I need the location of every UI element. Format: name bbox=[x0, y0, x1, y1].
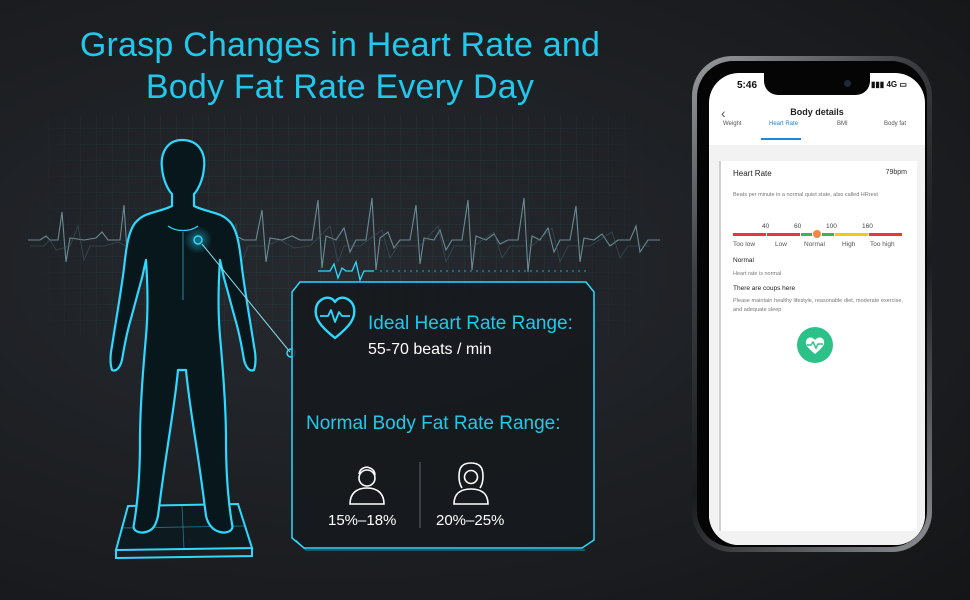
female-icon bbox=[453, 462, 489, 505]
scale-segment-high bbox=[835, 233, 868, 236]
status-time: 5:46 bbox=[737, 80, 758, 91]
heart-point bbox=[193, 235, 203, 245]
heart-rate-state: Normal bbox=[733, 257, 754, 264]
human-figure bbox=[109, 138, 257, 534]
tips-title: There are coups here bbox=[733, 285, 796, 292]
headline-line-1: Grasp Changes in Heart Rate and bbox=[79, 26, 601, 64]
heart-rate-state-description: Heart rate is normal bbox=[733, 271, 782, 277]
phone-mockup: 5:46 ▮▮▮ 4G ▭ ‹ Body details Weight Hear… bbox=[692, 56, 932, 552]
heart-pulse-icon bbox=[314, 296, 356, 340]
male-fat-range: 15%–18% bbox=[328, 512, 397, 529]
connector-line bbox=[201, 243, 291, 353]
heart-rate-range-title: Ideal Heart Rate Range: bbox=[368, 313, 573, 334]
content-area: Heart Rate 79bpm Beats per minute in a n… bbox=[709, 145, 925, 545]
scale-label: High bbox=[842, 241, 856, 248]
phone-notch bbox=[764, 73, 870, 95]
ecg-line-back bbox=[30, 221, 650, 264]
signal-icon: ▮▮▮ bbox=[871, 80, 885, 89]
scale-number: 40 bbox=[762, 223, 770, 230]
male-icon bbox=[349, 466, 385, 505]
tab-heart-rate[interactable]: Heart Rate bbox=[769, 121, 799, 127]
headline-line-2: Body Fat Rate Every Day bbox=[145, 68, 535, 106]
scale-number: 100 bbox=[826, 223, 837, 230]
heart-rate-range-value: 55-70 beats / min bbox=[368, 341, 492, 358]
scale-label: Too high bbox=[870, 241, 895, 248]
heart-rate-label: Heart Rate bbox=[733, 169, 772, 178]
heart-rate-description: Beats per minute in a normal quiet state… bbox=[733, 192, 878, 198]
tab-bmi[interactable]: BMI bbox=[837, 121, 848, 127]
back-chevron-icon[interactable]: ‹ bbox=[721, 105, 726, 121]
phone-screen: 5:46 ▮▮▮ 4G ▭ ‹ Body details Weight Hear… bbox=[709, 73, 925, 545]
headline: Grasp Changes in Heart Rate and Body Fat… bbox=[40, 24, 640, 108]
camera-icon bbox=[844, 80, 851, 87]
scale-label: Too low bbox=[733, 241, 756, 248]
heart-rate-measure-button[interactable] bbox=[797, 327, 833, 363]
scale-segment-too-low bbox=[733, 233, 766, 236]
current-value-marker bbox=[812, 229, 822, 239]
active-tab-indicator bbox=[761, 138, 801, 140]
tab-body-fat[interactable]: Body fat bbox=[884, 121, 907, 127]
screen-title: Body details bbox=[790, 107, 844, 117]
heart-rate-value: 79bpm bbox=[885, 169, 907, 176]
heart-point-glow bbox=[184, 226, 212, 254]
info-panel-frame bbox=[291, 259, 595, 551]
network-label: 4G bbox=[886, 80, 898, 89]
body-fat-range-title: Normal Body Fat Rate Range: bbox=[306, 413, 561, 434]
scale-number: 60 bbox=[794, 223, 802, 230]
tab-bar: Weight Heart Rate BMI Body fat bbox=[709, 121, 925, 137]
scale-label: Normal bbox=[804, 241, 825, 248]
female-fat-range: 20%–25% bbox=[436, 512, 505, 529]
status-indicators: ▮▮▮ 4G ▭ bbox=[871, 80, 907, 89]
tab-weight[interactable]: Weight bbox=[723, 121, 742, 127]
battery-icon: ▭ bbox=[899, 80, 907, 89]
heart-pulse-icon bbox=[805, 337, 825, 354]
tips-body: Please maintain healthy lifestyle, reaso… bbox=[733, 298, 903, 313]
scale-label: Low bbox=[775, 241, 787, 248]
scale-number: 160 bbox=[862, 223, 873, 230]
scale-segment-too-high bbox=[869, 233, 902, 236]
phone-bezel: 5:46 ▮▮▮ 4G ▭ ‹ Body details Weight Hear… bbox=[697, 61, 927, 547]
scale-segment-low bbox=[767, 233, 800, 236]
heart-rate-card: Heart Rate 79bpm Beats per minute in a n… bbox=[719, 161, 917, 531]
